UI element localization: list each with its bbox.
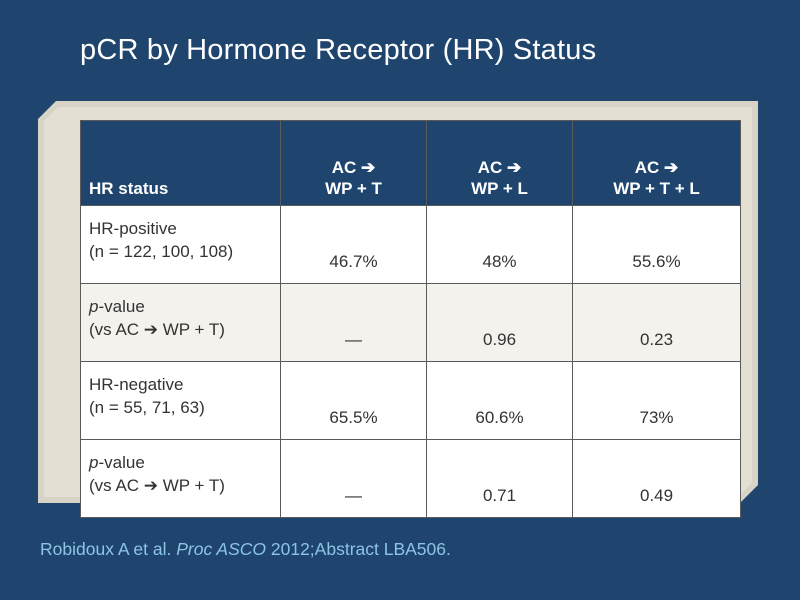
cell-value: 46.7% [280,205,427,284]
cell-value: 55.6% [572,205,741,284]
header-line-1: AC ➔ [331,158,376,177]
table-row-hr-negative: HR-negative (n = 55, 71, 63) 65.5% 60.6%… [80,361,741,440]
cell-value: 0.49 [572,439,741,518]
table-row-hr-positive: HR-positive (n = 122, 100, 108) 46.7% 48… [80,205,741,284]
cell-value: 65.5% [280,361,427,440]
table-header-row: HR status AC ➔ WP + T AC ➔ WP + L AC ➔ W… [80,120,741,206]
cell-value: 60.6% [426,361,573,440]
table-row-p-value-positive: p-value (vs AC ➔ WP + T) — 0.96 0.23 [80,283,741,362]
header-line-1: AC ➔ [634,158,679,177]
citation: Robidoux A et al. Proc ASCO 2012;Abstrac… [40,539,451,559]
table-row-p-value-negative: p-value (vs AC ➔ WP + T) — 0.71 0.49 [80,439,741,518]
header-line-1: AC ➔ [477,158,522,177]
header-ac-wp-l: AC ➔ WP + L [426,120,573,206]
slide-title: pCR by Hormone Receptor (HR) Status [80,34,597,66]
cell-value: — [280,439,427,518]
row-label: HR-negative (n = 55, 71, 63) [80,361,281,440]
cell-value: 0.71 [426,439,573,518]
pcr-table: HR status AC ➔ WP + T AC ➔ WP + L AC ➔ W… [80,120,741,518]
header-line-2: WP + L [471,179,528,198]
header-line-2: WP + T + L [613,179,700,198]
header-ac-wp-t-l: AC ➔ WP + T + L [572,120,741,206]
cell-value: 0.23 [572,283,741,362]
header-hr-status: HR status [80,120,281,206]
cell-value: 48% [426,205,573,284]
cell-value: 0.96 [426,283,573,362]
row-label: p-value (vs AC ➔ WP + T) [80,439,281,518]
row-label: p-value (vs AC ➔ WP + T) [80,283,281,362]
row-label: HR-positive (n = 122, 100, 108) [80,205,281,284]
cell-value: — [280,283,427,362]
header-line-2: WP + T [325,179,382,198]
header-ac-wp-t: AC ➔ WP + T [280,120,427,206]
cell-value: 73% [572,361,741,440]
